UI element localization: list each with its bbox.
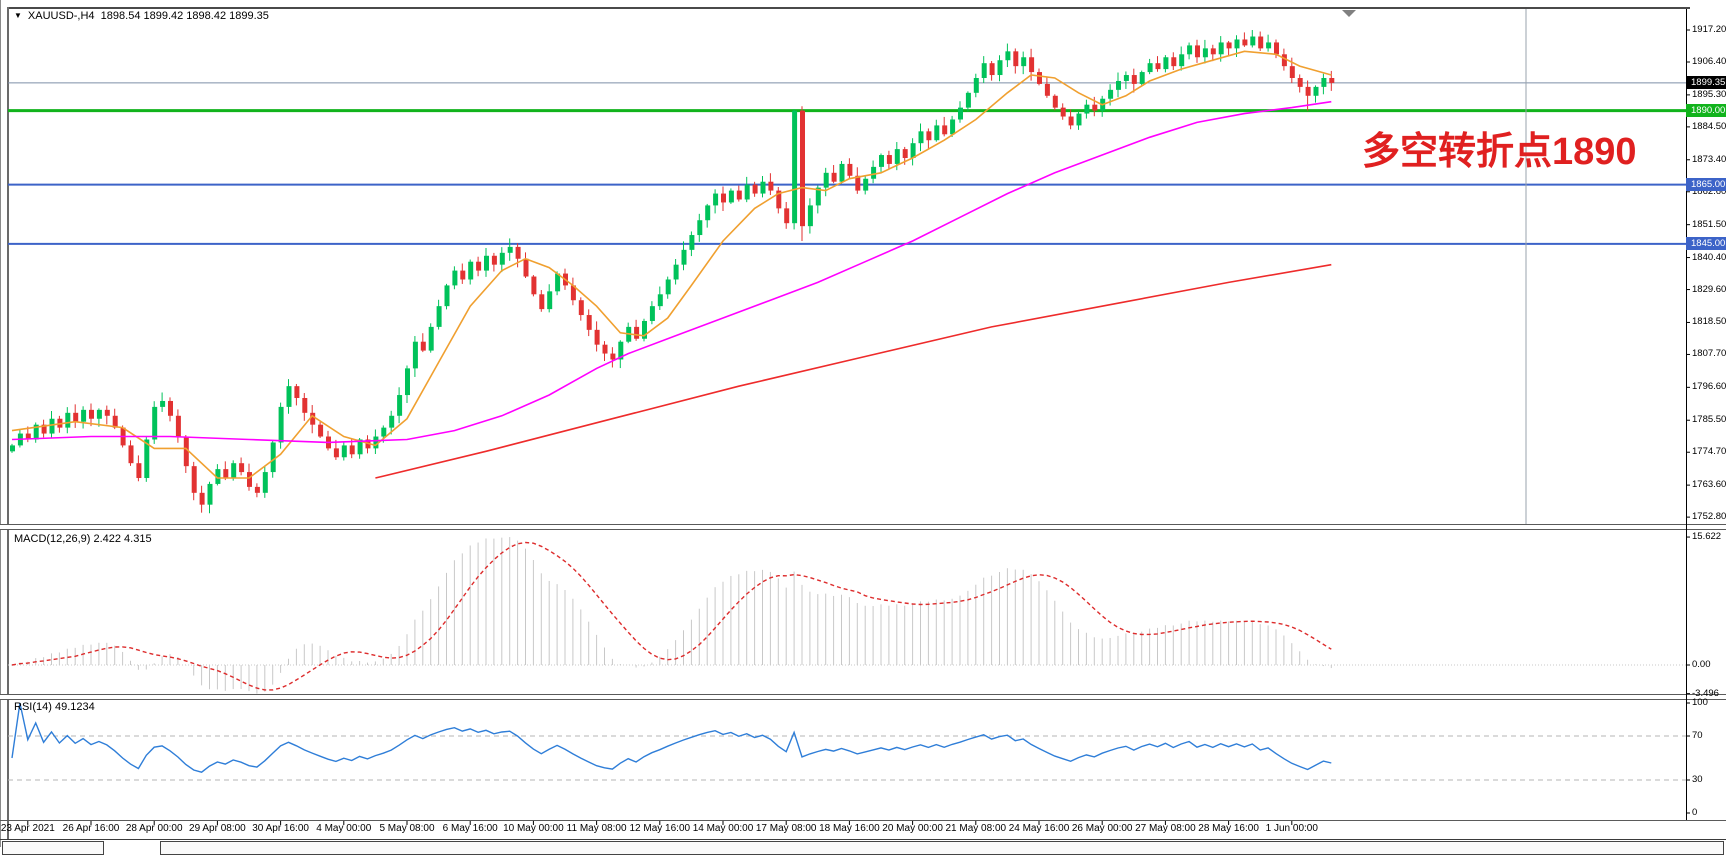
price-axis[interactable]: 1917.20 1906.40 1895.30 1884.50 1873.40 1862.… (1686, 0, 1726, 847)
axis-label: 1840.40 (1692, 251, 1726, 263)
price-axis-line (1686, 9, 1687, 820)
time-axis-label: 6 May 16:00 (442, 823, 498, 834)
axis-label: 1796.60 (1692, 381, 1726, 393)
axis-label: 1829.60 (1692, 283, 1726, 295)
axis-label: 1917.20 (1692, 24, 1726, 35)
axis-label: 30 (1692, 774, 1703, 785)
window-top-border (8, 7, 1690, 9)
symbol-period-label: XAUUSD-,H4 (27, 10, 95, 22)
axis-label: 1807.70 (1692, 348, 1726, 360)
window-left-border (0, 0, 1, 847)
axis-label: 0.00 (1692, 659, 1711, 670)
status-panel (160, 841, 1724, 855)
axis-label: 1774.70 (1692, 446, 1726, 458)
rsi-bottom-border (0, 820, 1726, 821)
price-tag: 1890.00 (1686, 103, 1726, 117)
time-axis-label: 18 May 16:00 (819, 823, 880, 834)
axis-label: 70 (1692, 730, 1703, 741)
macd-indicator-label: MACD(12,26,9) 2.422 4.315 (14, 533, 152, 545)
time-axis-label: 14 May 00:00 (692, 823, 754, 834)
price-level-annotation: 多空转折点1890 (1362, 131, 1637, 173)
time-axis-label: 24 May 16:00 (1008, 823, 1070, 834)
axis-label: -3.496 (1692, 687, 1719, 699)
price-tag: 1845.00 (1686, 236, 1726, 250)
ohlc-values: 1898.54 1899.42 1898.42 1899.35 (100, 10, 269, 22)
rsi-panel[interactable] (8, 698, 1686, 820)
axis-label: 1785.50 (1692, 414, 1726, 426)
time-axis-label: 26 Apr 16:00 (62, 823, 120, 834)
time-axis-label: 1 Jun 00:00 (1265, 823, 1318, 834)
time-axis-label: 4 May 00:00 (316, 823, 372, 834)
time-axis-label: 27 May 08:00 (1135, 823, 1196, 834)
panel-splitter-macd[interactable] (0, 524, 1726, 530)
price-tag: 1865.00 (1686, 177, 1726, 191)
axis-label: 1862.60 (1692, 185, 1726, 197)
axis-label: 1906.40 (1692, 56, 1726, 67)
chart-left-border (7, 7, 9, 839)
price-tag: 1899.35 (1686, 75, 1726, 89)
time-axis-label: 28 May 16:00 (1198, 823, 1259, 834)
time-axis-label: 26 May 00:00 (1071, 823, 1133, 834)
axis-label: 1818.50 (1692, 316, 1726, 328)
chart-header: ▼ XAUUSD-,H4 1898.54 1899.42 1898.42 1899… (14, 10, 269, 22)
status-bar-border (0, 839, 1726, 840)
axis-label: 1752.80 (1692, 511, 1726, 523)
axis-label: 15.622 (1692, 531, 1722, 543)
time-axis-label: 10 May 00:00 (503, 823, 564, 834)
macd-panel[interactable] (8, 529, 1686, 694)
time-axis-label: 21 May 08:00 (945, 823, 1007, 834)
axis-label: 1884.50 (1692, 120, 1726, 132)
axis-label: 100 (1692, 697, 1708, 708)
status-panel (2, 841, 104, 855)
time-axis-label: 30 Apr 16:00 (252, 823, 309, 834)
symbol-dropdown-icon[interactable]: ▼ (14, 11, 22, 20)
price-chart-panel[interactable] (8, 9, 1686, 524)
panel-splitter-rsi[interactable] (0, 694, 1726, 700)
axis-label: 1873.40 (1692, 153, 1726, 165)
time-axis-label: 28 Apr 00:00 (125, 823, 183, 834)
axis-label: 1895.30 (1692, 88, 1726, 100)
axis-label: 0 (1692, 807, 1698, 818)
time-axis-label: 20 May 00:00 (882, 823, 943, 834)
axis-label: 1763.60 (1692, 479, 1726, 491)
time-axis-label: 5 May 08:00 (379, 823, 435, 834)
rsi-indicator-label: RSI(14) 49.1234 (14, 701, 95, 713)
time-axis-label: 23 Apr 2021 (0, 823, 55, 834)
time-axis-label: 12 May 16:00 (629, 823, 691, 834)
axis-label: 1851.50 (1692, 218, 1726, 230)
time-axis[interactable]: 23 Apr 2021 26 Apr 16:00 28 Apr 00:00 29 Ap… (0, 821, 1726, 839)
chart-shift-marker-icon[interactable] (1342, 10, 1356, 17)
time-axis-label: 17 May 08:00 (755, 823, 817, 834)
time-axis-label: 29 Apr 08:00 (189, 823, 246, 834)
time-axis-label: 11 May 08:00 (566, 823, 627, 834)
